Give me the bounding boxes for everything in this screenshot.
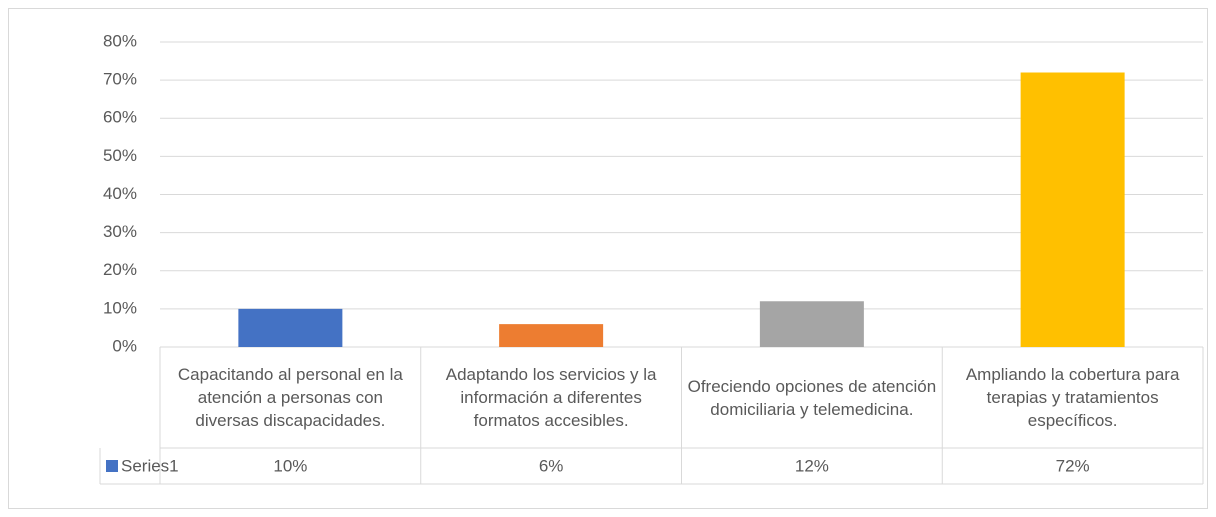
- y-tick-label: 0%: [112, 336, 137, 355]
- x-tick-label: Ampliando la cobertura para terapias y t…: [965, 365, 1180, 430]
- y-tick-label: 60%: [103, 108, 137, 127]
- y-tick-label: 30%: [103, 222, 137, 241]
- data-table-value: 6%: [539, 456, 564, 475]
- data-table-value: 72%: [1056, 456, 1090, 475]
- y-tick-label: 20%: [103, 260, 137, 279]
- y-tick-label: 70%: [103, 70, 137, 89]
- bar: [1020, 72, 1125, 347]
- bar: [759, 301, 864, 347]
- bar: [499, 324, 604, 347]
- y-tick-label: 10%: [103, 298, 137, 317]
- legend-key: [106, 460, 118, 472]
- chart-border: [8, 8, 1208, 509]
- legend-label: Series1: [121, 456, 179, 475]
- bar: [238, 308, 343, 347]
- y-tick-label: 40%: [103, 184, 137, 203]
- y-tick-label: 50%: [103, 146, 137, 165]
- data-table-value: 10%: [273, 456, 307, 475]
- data-table-value: 12%: [795, 456, 829, 475]
- y-tick-label: 80%: [103, 31, 137, 50]
- x-tick-label: Ofreciendo opciones de atención domicili…: [687, 376, 937, 419]
- x-tick-label: Capacitando al personal en la atención a…: [177, 365, 403, 430]
- x-tick-label: Adaptando los servicios y la información…: [445, 365, 657, 430]
